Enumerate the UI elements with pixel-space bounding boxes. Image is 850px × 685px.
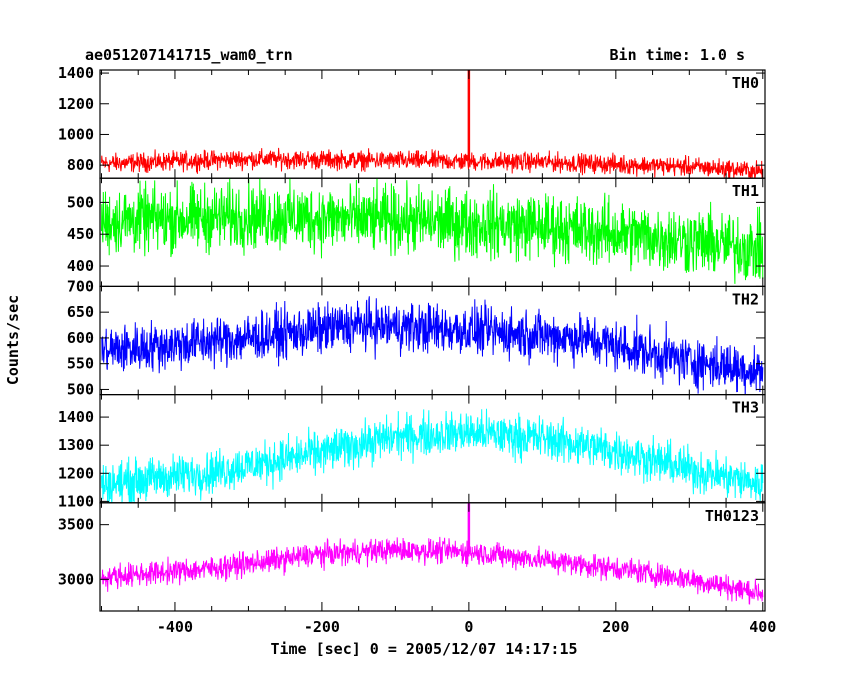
- y-tick-label: 600: [67, 329, 94, 347]
- bin-time-label: Bin time: 1.0 s: [610, 46, 745, 64]
- y-tick-label: 650: [67, 303, 94, 321]
- panel-label-th0: TH0: [732, 74, 759, 92]
- panel-label-th1: TH1: [732, 182, 759, 200]
- series-line-th1: [101, 178, 764, 284]
- x-tick-label: -400: [157, 618, 193, 636]
- y-tick-label: 1200: [58, 95, 94, 113]
- y-tick-label: 3000: [58, 570, 94, 588]
- y-tick-label: 500: [67, 193, 94, 211]
- panel-label-th3: TH3: [732, 399, 759, 417]
- x-axis-label: Time [sec] 0 = 2005/12/07 14:17:15: [270, 640, 577, 658]
- x-tick-label: -200: [304, 618, 340, 636]
- y-tick-label: 550: [67, 355, 94, 373]
- y-tick-label: 450: [67, 225, 94, 243]
- x-tick-label: 400: [749, 618, 776, 636]
- series-line-th2: [101, 296, 764, 395]
- panel-label-th2: TH2: [732, 290, 759, 308]
- x-tick-label: 200: [602, 618, 629, 636]
- y-tick-label: 500: [67, 380, 94, 398]
- y-tick-label: 1100: [58, 492, 94, 510]
- y-tick-label: 3500: [58, 516, 94, 534]
- x-tick-label: 0: [464, 618, 473, 636]
- y-tick-label: 1400: [58, 64, 94, 82]
- series-line-th3: [101, 408, 764, 503]
- series-line-th0123: [101, 536, 764, 605]
- y-tick-label: 1300: [58, 436, 94, 454]
- y-tick-label: 700: [67, 277, 94, 295]
- plot-title: ae051207141715_wam0_trn: [85, 46, 293, 64]
- panel-frame-th2: [99, 285, 766, 396]
- series-line-th0: [101, 147, 764, 179]
- panel-label-th0123: TH0123: [705, 507, 759, 525]
- y-tick-label: 800: [67, 156, 94, 174]
- y-tick-label: 1400: [58, 408, 94, 426]
- y-tick-label: 1000: [58, 125, 94, 143]
- y-tick-label: 400: [67, 257, 94, 275]
- y-axis-label: Counts/sec: [4, 295, 22, 385]
- y-tick-label: 1200: [58, 464, 94, 482]
- panel-frame-th0123: [99, 502, 766, 612]
